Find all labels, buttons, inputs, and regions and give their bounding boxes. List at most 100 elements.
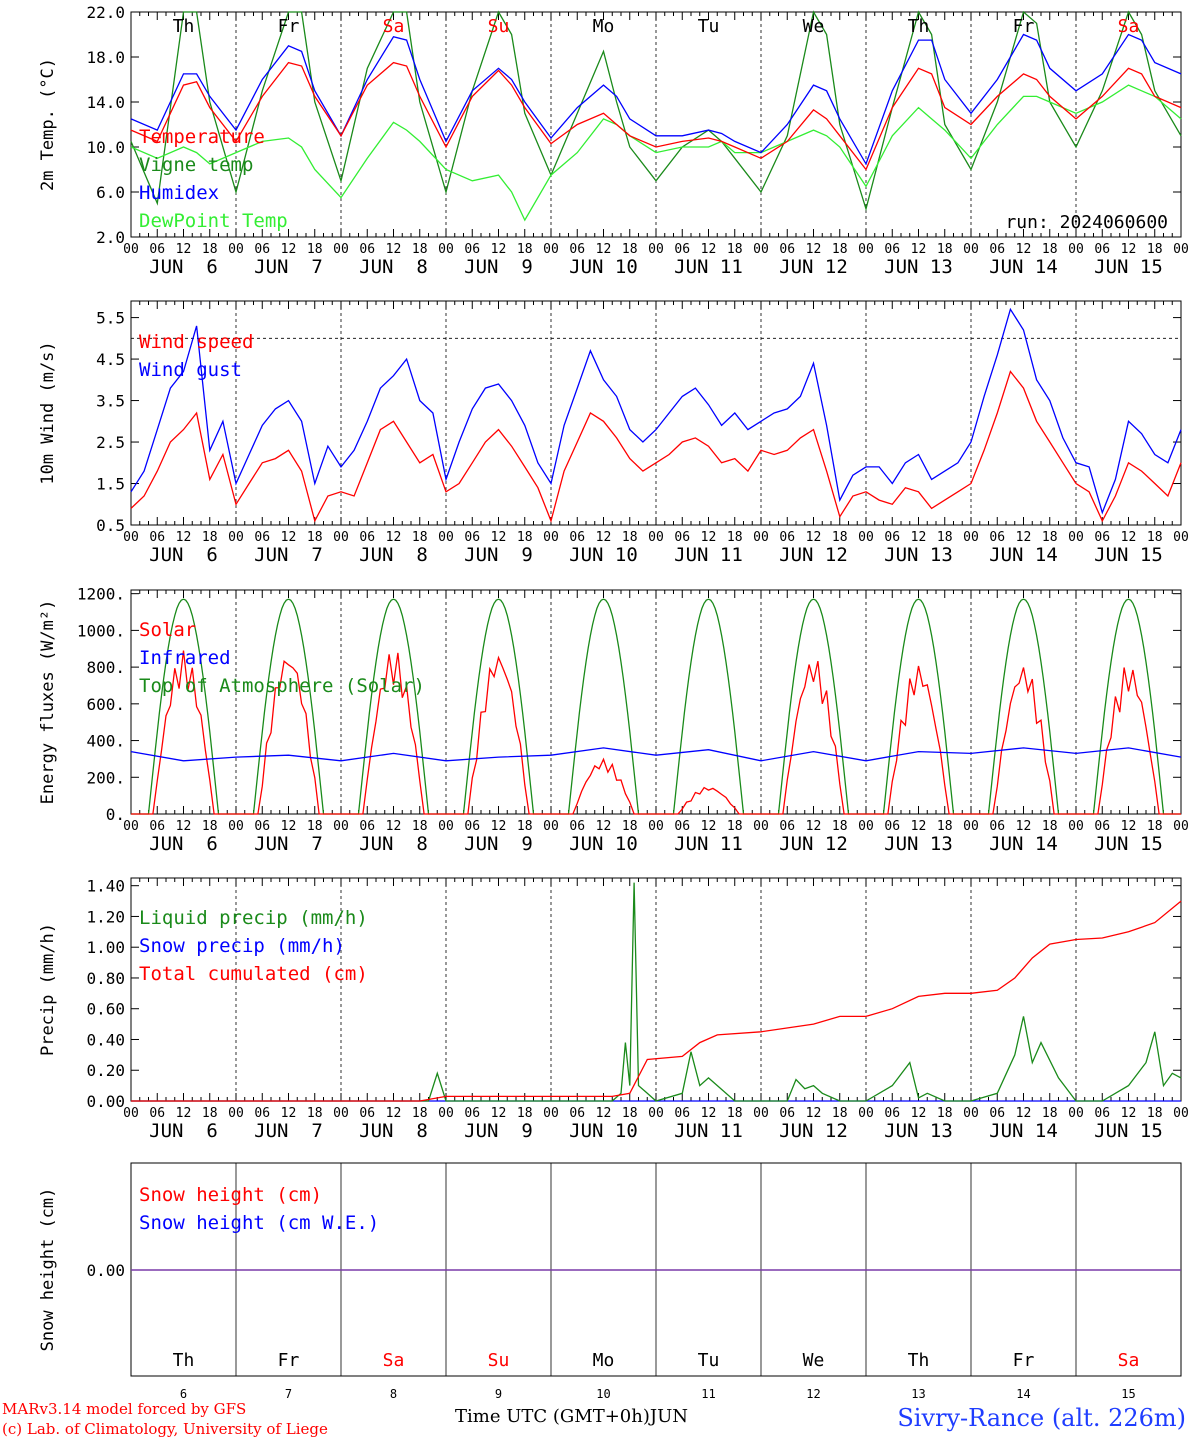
- hour-tick-label: 18: [727, 819, 743, 834]
- hour-tick-label: 00: [753, 819, 769, 834]
- date-label: JUN 12: [779, 256, 848, 278]
- weekday-label: Su: [488, 16, 510, 37]
- y-tick-label: 0.5: [96, 516, 125, 535]
- date-label: JUN 13: [884, 256, 953, 278]
- y-tick-label: 400.: [86, 732, 125, 751]
- y-tick-label: 18.0: [86, 48, 125, 67]
- legend-total-cumulated-cm-: Total cumulated (cm): [139, 963, 368, 985]
- hour-tick-label: 00: [858, 1106, 874, 1121]
- hour-tick-label: 00: [333, 819, 349, 834]
- hour-tick-label: 06: [1094, 530, 1110, 545]
- hour-tick-label: 12: [911, 530, 927, 545]
- legend-snow-precip-mm-h-: Snow precip (mm/h): [139, 935, 345, 957]
- hour-tick-label: 06: [674, 819, 690, 834]
- hour-tick-label: 18: [727, 530, 743, 545]
- hour-tick-label: 12: [911, 819, 927, 834]
- hour-tick-label: 06: [359, 819, 375, 834]
- hour-tick-label: 06: [149, 242, 165, 257]
- date-label: JUN 11: [674, 833, 743, 855]
- hour-tick-label: 18: [727, 242, 743, 257]
- hour-tick-label: 12: [1016, 242, 1032, 257]
- y-tick-label: 1.20: [86, 907, 125, 926]
- month-label: JUN: [649, 1406, 689, 1427]
- hour-tick-label: 18: [517, 1106, 533, 1121]
- date-label: JUN 12: [779, 833, 848, 855]
- day-number: 8: [390, 1387, 397, 1401]
- hour-tick-label: 00: [438, 1106, 454, 1121]
- date-label: JUN 7: [254, 833, 323, 855]
- hour-tick-label: 18: [412, 819, 428, 834]
- hour-tick-label: 00: [963, 1106, 979, 1121]
- hour-tick-label: 12: [596, 819, 612, 834]
- hour-tick-label: 06: [779, 1106, 795, 1121]
- hour-tick-label: 12: [491, 819, 507, 834]
- hour-tick-label: 12: [806, 1106, 822, 1121]
- hour-tick-label: 12: [1016, 530, 1032, 545]
- date-label: JUN 15: [1094, 833, 1163, 855]
- y-tick-label: 0.00: [86, 1092, 125, 1111]
- hour-tick-label: 12: [1121, 530, 1137, 545]
- copyright: (c) Lab. of Climatology, University of L…: [2, 1420, 328, 1438]
- hour-tick-label: 12: [806, 819, 822, 834]
- day-number: 11: [701, 1387, 715, 1401]
- hour-tick-label: 06: [149, 1106, 165, 1121]
- date-label: JUN 9: [464, 544, 533, 566]
- weekday-label: Sa: [1118, 16, 1140, 37]
- hour-tick-label: 12: [1121, 1106, 1137, 1121]
- hour-tick-label: 12: [386, 530, 402, 545]
- date-label: JUN 12: [779, 1120, 848, 1142]
- day-number: 15: [1121, 1387, 1135, 1401]
- hour-tick-label: 18: [937, 819, 953, 834]
- y-tick-label: 800.: [86, 658, 125, 677]
- date-label: JUN 15: [1094, 544, 1163, 566]
- hour-tick-label: 18: [307, 242, 323, 257]
- weekday-label: Sa: [383, 16, 405, 37]
- hour-tick-label: 06: [569, 819, 585, 834]
- day-number: 9: [495, 1387, 502, 1401]
- hour-tick-label: 00: [1173, 530, 1189, 545]
- hour-tick-label: 18: [1042, 1106, 1058, 1121]
- hour-tick-label: 18: [307, 1106, 323, 1121]
- legend-liquid-precip-mm-h-: Liquid precip (mm/h): [139, 907, 368, 929]
- date-label: JUN 13: [884, 544, 953, 566]
- hour-tick-label: 06: [464, 1106, 480, 1121]
- weekday-label: Sa: [1118, 1350, 1140, 1371]
- date-label: JUN 8: [359, 256, 428, 278]
- date-label: JUN 9: [464, 1120, 533, 1142]
- date-label: JUN 9: [464, 256, 533, 278]
- hour-tick-label: 12: [701, 242, 717, 257]
- day-number: 14: [1016, 1387, 1030, 1401]
- hour-tick-label: 18: [832, 1106, 848, 1121]
- hour-tick-label: 06: [359, 530, 375, 545]
- hour-tick-label: 12: [176, 819, 192, 834]
- hour-tick-label: 00: [1173, 242, 1189, 257]
- hour-tick-label: 06: [1094, 819, 1110, 834]
- hour-tick-label: 12: [596, 530, 612, 545]
- x-axis-label: Time UTC (GMT+0h): [455, 1406, 650, 1427]
- hour-tick-label: 12: [806, 242, 822, 257]
- hour-tick-label: 06: [464, 242, 480, 257]
- date-label: JUN 8: [359, 544, 428, 566]
- hour-tick-label: 06: [779, 242, 795, 257]
- hour-tick-label: 00: [228, 819, 244, 834]
- y-tick-label: 600.: [86, 695, 125, 714]
- weekday-label: Th: [908, 16, 930, 37]
- y-tick-label: 2.5: [96, 433, 125, 452]
- y-tick-label: 6.0: [96, 183, 125, 202]
- hour-tick-label: 00: [438, 819, 454, 834]
- legend-solar: Solar: [139, 619, 196, 641]
- date-label: JUN 6: [149, 833, 218, 855]
- hour-tick-label: 06: [989, 819, 1005, 834]
- hour-tick-label: 18: [832, 530, 848, 545]
- hour-tick-label: 06: [254, 1106, 270, 1121]
- y-tick-label: 2.0: [96, 228, 125, 247]
- hour-tick-label: 06: [359, 1106, 375, 1121]
- y-axis-label: Snow height (cm): [38, 1188, 58, 1352]
- hour-tick-label: 06: [359, 242, 375, 257]
- y-axis-label: Energy fluxes (W/m²): [38, 600, 58, 805]
- series-wind-gust: [130, 307, 1182, 515]
- date-label: JUN 13: [884, 833, 953, 855]
- day-number: 7: [285, 1387, 292, 1401]
- hour-tick-label: 00: [543, 1106, 559, 1121]
- hour-tick-label: 18: [622, 1106, 638, 1121]
